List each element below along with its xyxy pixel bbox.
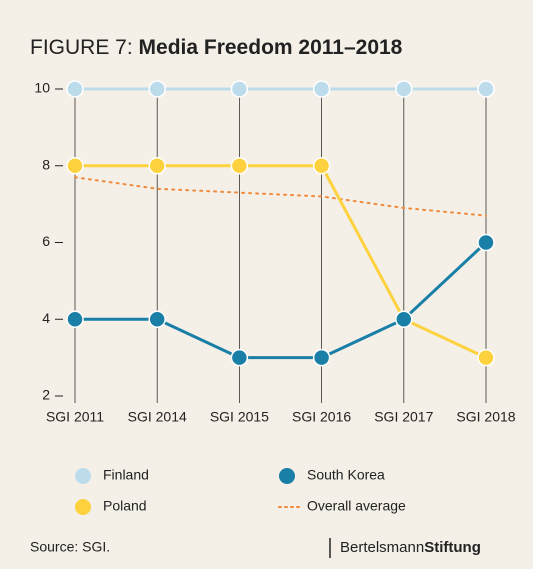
y-tick-label: 4 xyxy=(42,310,50,326)
x-tick-label: SGI 2015 xyxy=(210,409,269,425)
figure-label: FIGURE 7: xyxy=(30,36,133,59)
x-tick-label: SGI 2011 xyxy=(46,409,104,425)
marker xyxy=(230,157,249,175)
y-tick-label: 2 xyxy=(42,387,50,403)
x-tick-label: SGI 2014 xyxy=(128,409,187,425)
brand-b: Stiftung xyxy=(424,539,481,556)
legend-label: Overall average xyxy=(307,498,406,514)
legend-symbol xyxy=(75,468,91,484)
marker xyxy=(148,80,166,98)
legend-label: Poland xyxy=(103,498,147,514)
x-tick-label: SGI 2016 xyxy=(292,409,351,425)
marker xyxy=(148,310,166,328)
source: Source: SGI. xyxy=(30,539,110,555)
legend-symbol xyxy=(279,468,295,484)
marker xyxy=(477,348,495,367)
marker xyxy=(230,348,249,367)
marker xyxy=(66,80,84,98)
series-line xyxy=(73,241,488,360)
y-tick-label: 10 xyxy=(34,80,50,96)
legend-label: Finland xyxy=(103,467,149,483)
x-tick-label: SGI 2018 xyxy=(456,409,515,425)
legend-label: South Korea xyxy=(307,467,385,483)
marker xyxy=(477,233,495,252)
marker xyxy=(395,310,413,328)
brand-a: Bertelsmann xyxy=(340,539,424,556)
marker xyxy=(312,157,331,175)
y-tick-label: 8 xyxy=(42,156,50,172)
chart-title: FIGURE 7: Media Freedom 2011–2018 xyxy=(30,36,403,59)
marker xyxy=(395,80,413,98)
marker xyxy=(148,157,166,175)
marker xyxy=(66,157,84,175)
marker xyxy=(230,80,249,98)
brand: BertelsmannStiftung xyxy=(340,539,481,556)
marker xyxy=(312,80,331,98)
series-line xyxy=(73,164,488,360)
legend-symbol xyxy=(75,499,91,515)
marker xyxy=(312,348,331,367)
series-line xyxy=(74,176,487,217)
marker xyxy=(66,310,84,328)
y-tick-label: 6 xyxy=(42,233,50,249)
title: Media Freedom 2011–2018 xyxy=(139,36,403,59)
x-tick-label: SGI 2017 xyxy=(374,409,433,425)
marker xyxy=(477,80,495,98)
